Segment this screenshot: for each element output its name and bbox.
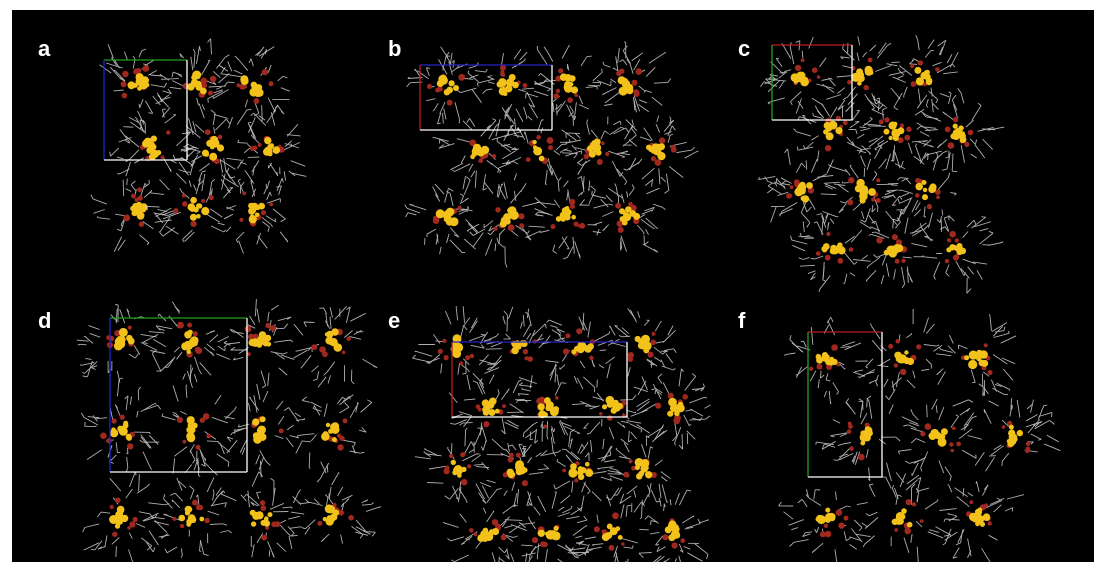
panel-label-a: a <box>38 36 51 61</box>
panel-d: d <box>12 282 381 562</box>
packing-image-b <box>404 41 699 268</box>
packing-image-d <box>76 298 381 562</box>
panel-label-b: b <box>388 36 402 61</box>
packing-image-c <box>758 35 1005 294</box>
packing-image-f <box>778 309 1061 562</box>
panel-b: b <box>362 10 702 280</box>
crystal-packing-figure: a b c d e f <box>12 10 1094 562</box>
packing-image-a <box>90 38 307 254</box>
panel-label-e: e <box>388 308 401 333</box>
panel-label-c: c <box>738 36 751 61</box>
packing-image-e <box>412 306 711 562</box>
panel-f: f <box>712 282 1061 562</box>
panel-label-f: f <box>738 308 746 333</box>
panel-c: c <box>712 10 1052 294</box>
panel-label-d: d <box>38 308 52 333</box>
panel-e: e <box>362 282 711 562</box>
panel-a: a <box>12 10 352 280</box>
